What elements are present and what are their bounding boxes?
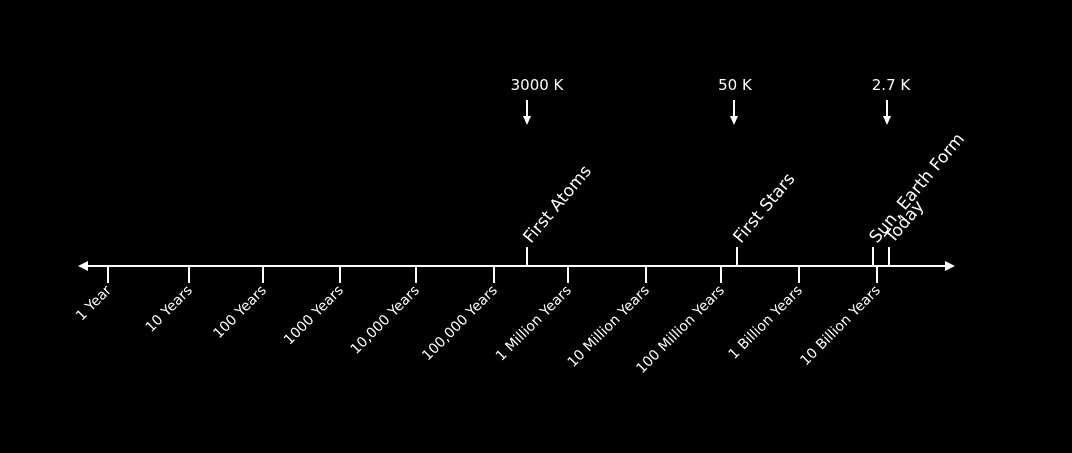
temperature-arrowhead	[523, 116, 531, 125]
scale-label: 10 Million Years	[565, 283, 653, 371]
scale-label: 1 Year	[73, 282, 115, 324]
event-label: Sun, Earth Form	[866, 129, 969, 247]
scale-label: 100,000 Years	[419, 283, 501, 365]
scale-label: 1 Million Years	[493, 283, 575, 365]
scale-label: 10 Years	[143, 283, 196, 336]
temperature-label: 2.7 K	[872, 76, 912, 94]
event-label: First Stars	[730, 169, 800, 247]
temperature-label: 50 K	[718, 76, 753, 94]
scale-label: 1000 Years	[281, 283, 347, 349]
event-label: First Atoms	[520, 161, 596, 247]
scale-label: 100 Years	[210, 283, 269, 342]
axis-arrow-left	[78, 261, 88, 271]
temperature-arrowhead	[883, 116, 891, 125]
scale-label: 10 Billion Years	[797, 283, 883, 369]
axis-arrow-right	[945, 261, 955, 271]
scale-label: 10,000 Years	[348, 283, 423, 358]
scale-label: 1 Billion Years	[726, 283, 806, 363]
temperature-arrowhead	[730, 116, 738, 125]
temperature-label: 3000 K	[511, 76, 565, 94]
